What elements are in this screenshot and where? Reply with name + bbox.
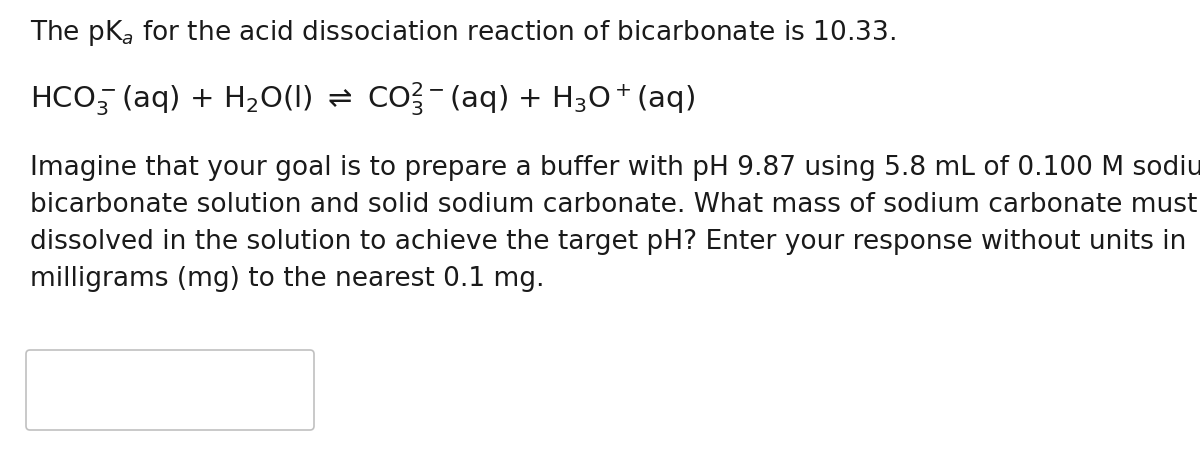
Text: The pK$_a$ for the acid dissociation reaction of bicarbonate is 10.33.: The pK$_a$ for the acid dissociation rea… [30,18,895,48]
Text: HCO$_3^-$(aq) + H$_2$O(l) $\rightleftharpoons$ CO$_3^{2-}$(aq) + H$_3$O$^+$(aq): HCO$_3^-$(aq) + H$_2$O(l) $\rightlefthar… [30,80,695,118]
Text: Imagine that your goal is to prepare a buffer with pH 9.87 using 5.8 mL of 0.100: Imagine that your goal is to prepare a b… [30,155,1200,291]
FancyBboxPatch shape [26,350,314,430]
